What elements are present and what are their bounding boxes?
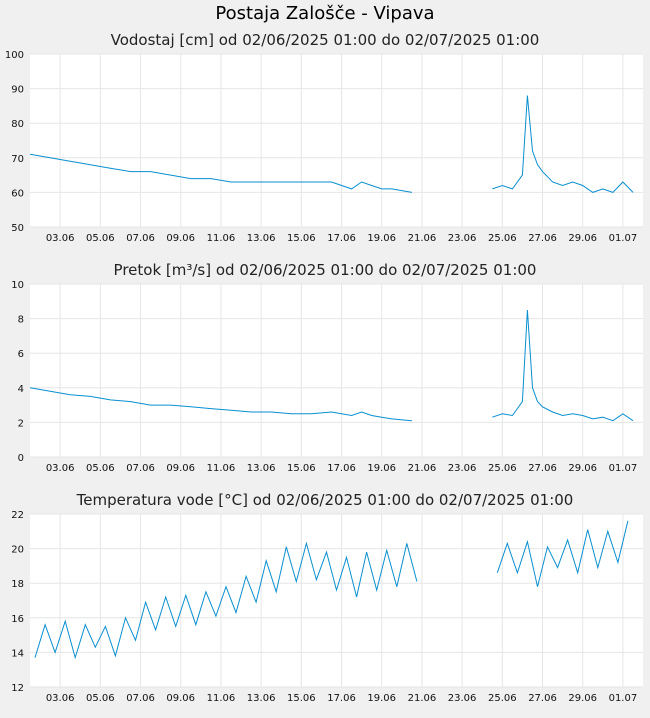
x-tick-label: 15.06 [287, 693, 316, 704]
x-tick-label: 15.06 [287, 463, 316, 474]
x-tick-label: 09.06 [166, 463, 195, 474]
x-tick-label: 09.06 [166, 233, 195, 244]
x-tick-label: 07.06 [126, 233, 155, 244]
y-tick-label: 14 [11, 648, 24, 659]
page-title: Postaja Zalošče - Vipava [215, 3, 435, 24]
y-tick-label: 20 [11, 545, 24, 556]
y-tick-label: 12 [11, 683, 24, 694]
x-tick-label: 07.06 [126, 693, 155, 704]
x-tick-label: 01.07 [609, 693, 638, 704]
series-line [29, 309, 634, 422]
x-tick-label: 25.06 [488, 463, 517, 474]
x-tick-label: 29.06 [568, 233, 597, 244]
x-tick-label: 05.06 [86, 463, 115, 474]
x-tick-label: 05.06 [86, 693, 115, 704]
x-tick-label: 19.06 [367, 233, 396, 244]
x-tick-label: 25.06 [488, 233, 517, 244]
x-tick-label: 11.06 [207, 463, 236, 474]
x-tick-label: 11.06 [207, 233, 236, 244]
y-tick-label: 100 [5, 50, 24, 61]
series-line [34, 520, 629, 660]
chart-title: Temperatura vode [°C] od 02/06/2025 01:0… [76, 491, 574, 509]
x-tick-label: 03.06 [46, 233, 75, 244]
y-tick-label: 8 [18, 315, 24, 326]
x-tick-label: 21.06 [408, 463, 437, 474]
y-tick-label: 2 [18, 418, 24, 429]
x-tick-label: 23.06 [448, 693, 477, 704]
x-tick-label: 29.06 [568, 693, 597, 704]
x-tick-label: 21.06 [408, 693, 437, 704]
y-tick-label: 16 [11, 614, 24, 625]
x-tick-label: 09.06 [166, 693, 195, 704]
y-tick-label: 0 [18, 453, 24, 464]
y-tick-label: 50 [11, 223, 24, 234]
x-tick-label: 15.06 [287, 233, 316, 244]
x-tick-label: 03.06 [46, 693, 75, 704]
plot-area [30, 514, 643, 687]
chart-title: Vodostaj [cm] od 02/06/2025 01:00 do 02/… [111, 31, 540, 49]
x-tick-label: 07.06 [126, 463, 155, 474]
temperature-chart: Temperatura vode [°C] od 02/06/2025 01:0… [11, 491, 643, 704]
x-tick-label: 23.06 [448, 463, 477, 474]
x-tick-label: 17.06 [327, 693, 356, 704]
water-level-chart: Vodostaj [cm] od 02/06/2025 01:00 do 02/… [5, 31, 643, 244]
x-tick-label: 27.06 [528, 463, 557, 474]
x-tick-label: 01.07 [609, 463, 638, 474]
series-line [29, 95, 634, 193]
x-tick-label: 23.06 [448, 233, 477, 244]
y-tick-label: 10 [11, 280, 24, 291]
x-tick-label: 13.06 [247, 463, 276, 474]
x-tick-label: 17.06 [327, 463, 356, 474]
y-tick-label: 4 [18, 384, 24, 395]
x-tick-label: 13.06 [247, 233, 276, 244]
y-tick-label: 80 [11, 119, 24, 130]
y-tick-label: 6 [18, 349, 24, 360]
x-tick-label: 19.06 [367, 463, 396, 474]
x-tick-label: 19.06 [367, 693, 396, 704]
plot-area [30, 284, 643, 457]
x-tick-label: 03.06 [46, 463, 75, 474]
x-tick-label: 27.06 [528, 693, 557, 704]
x-tick-label: 27.06 [528, 233, 557, 244]
y-tick-label: 90 [11, 85, 24, 96]
x-tick-label: 01.07 [609, 233, 638, 244]
y-tick-label: 18 [11, 579, 24, 590]
chart-title: Pretok [m³/s] od 02/06/2025 01:00 do 02/… [114, 261, 537, 279]
plot-area [30, 54, 643, 227]
x-tick-label: 05.06 [86, 233, 115, 244]
x-tick-label: 21.06 [408, 233, 437, 244]
x-tick-label: 11.06 [207, 693, 236, 704]
y-tick-label: 60 [11, 188, 24, 199]
flow-chart: Pretok [m³/s] od 02/06/2025 01:00 do 02/… [11, 261, 643, 474]
y-tick-label: 70 [11, 154, 24, 165]
x-tick-label: 17.06 [327, 233, 356, 244]
x-tick-label: 25.06 [488, 693, 517, 704]
x-tick-label: 29.06 [568, 463, 597, 474]
y-tick-label: 22 [11, 510, 24, 521]
x-tick-label: 13.06 [247, 693, 276, 704]
